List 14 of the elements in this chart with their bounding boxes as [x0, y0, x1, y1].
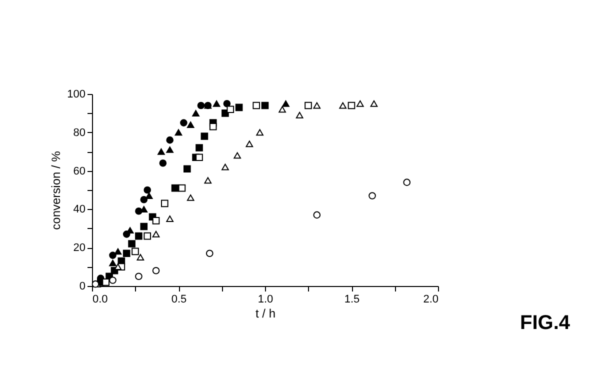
x-tick-label: 2.0 — [423, 294, 438, 306]
y-tick-label: 60 — [73, 165, 86, 178]
y-axis-title: conversion / % — [49, 150, 64, 230]
x-axis-title: t / h — [255, 306, 276, 320]
x-tick-label: 1.5 — [344, 294, 360, 306]
caption: FIG.4 — [520, 312, 570, 335]
y-tick-label: 0 — [79, 280, 86, 292]
y-tick-label: 20 — [73, 242, 86, 254]
x-tick-label: 1.0 — [258, 294, 274, 306]
y-tick-label: 40 — [73, 204, 86, 216]
x-tick-label: 0.0 — [92, 294, 108, 306]
y-tick-label: 80 — [73, 126, 86, 139]
y-tick-label: 100 — [67, 88, 86, 100]
x-tick-label: 0.5 — [171, 294, 187, 306]
